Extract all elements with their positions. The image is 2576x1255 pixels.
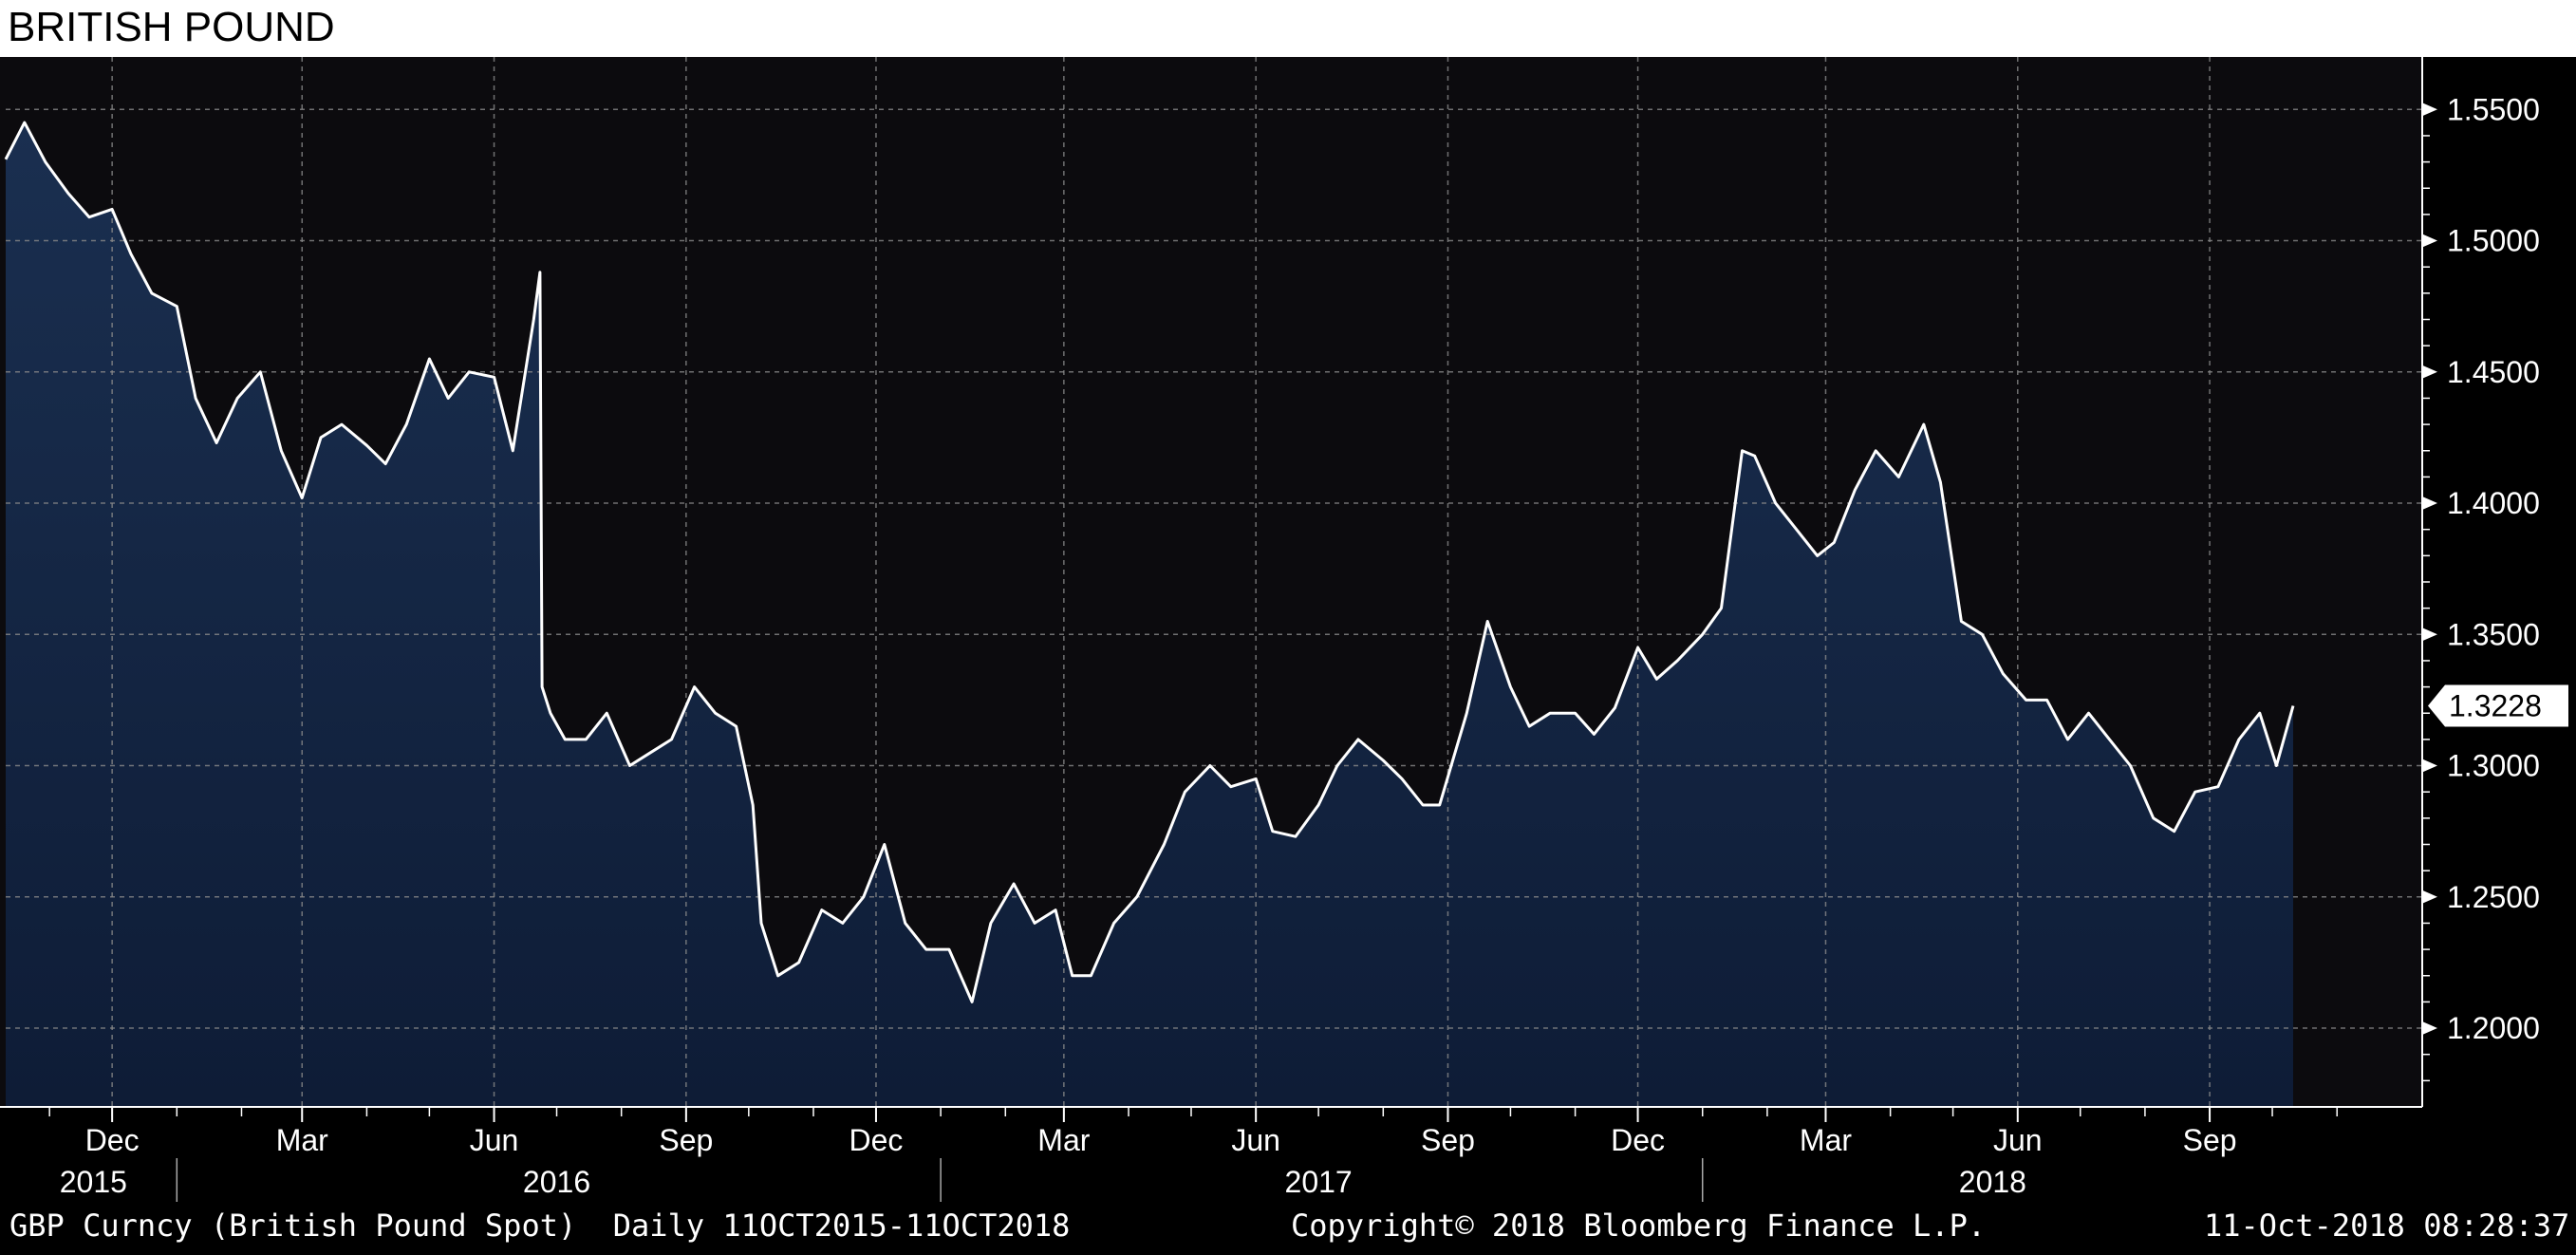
last-value-box [2428,684,2568,727]
y-tick-marker-0 [2422,1021,2437,1036]
y-tick-marker-2 [2422,759,2437,773]
y-axis: 1.2000 1.2500 1.3000 1.3500 1.4000 1.4500 1.50… [2421,57,2576,1107]
price-area-fill [6,122,2293,1108]
year-label-2015: 2015 [60,1165,127,1199]
y-tick-label-1: 1.2500 [2447,880,2540,914]
last-value-label: 1.3228 [2449,689,2542,723]
grid-overlay [6,57,2422,1107]
last-value-marker: 1.3228 [2428,684,2568,727]
footer-timestamp: 11-Oct-2018 08:28:37 [2204,1208,2570,1244]
y-tick-marker-6 [2422,234,2437,248]
y-tick-label-2: 1.3000 [2447,749,2540,783]
price-line [4,121,2295,1003]
x-tick-label-6: Jun [1231,1123,1280,1157]
y-tick-label-0: 1.2000 [2447,1011,2540,1045]
y-tick-marker-3 [2422,628,2437,642]
x-tick-label-5: Mar [1037,1123,1090,1157]
year-label-2016: 2016 [523,1165,590,1199]
year-label-2017: 2017 [1285,1165,1353,1199]
x-tick-label-1: Mar [276,1123,328,1157]
x-tick-label-0: Dec [85,1123,140,1157]
y-axis-background [2422,57,2576,1107]
chart-svg: 1.2000 1.2500 1.3000 1.3500 1.4000 1.4500 1.50… [0,57,2576,1202]
chart-area: 1.2000 1.2500 1.3000 1.3500 1.4000 1.4500 1.50… [0,57,2576,1255]
footer-left: GBP Curncy (British Pound Spot) Daily 11… [9,1208,1071,1244]
x-tick-label-3: Sep [659,1123,713,1157]
y-tick-marker-5 [2422,365,2437,379]
x-tick-label-7: Sep [1421,1123,1475,1157]
y-tick-label-3: 1.3500 [2447,617,2540,651]
y-tick-label-6: 1.5000 [2447,224,2540,258]
x-tick-label-11: Sep [2183,1123,2237,1157]
y-tick-label-4: 1.4000 [2447,486,2540,520]
footer-copyright: Copyright© 2018 Bloomberg Finance L.P. [1291,1208,1987,1244]
x-tick-label-2: Jun [470,1123,519,1157]
year-label-2018: 2018 [1959,1165,2026,1199]
x-tick-label-9: Mar [1800,1123,1852,1157]
y-tick-marker-1 [2422,890,2437,904]
x-tick-label-4: Dec [849,1123,904,1157]
x-axis: Dec Mar Jun Sep Dec Mar Jun Sep Dec Mar Jun Sep 2015… [0,1106,2422,1202]
chart-title: BRITISH POUND [8,4,335,50]
y-tick-marker-4 [2422,496,2437,511]
y-tick-label-7: 1.5500 [2447,92,2540,126]
x-tick-label-8: Dec [1611,1123,1665,1157]
y-tick-label-5: 1.4500 [2447,355,2540,389]
x-tick-label-10: Jun [1993,1123,2043,1157]
y-tick-marker-7 [2422,103,2437,117]
